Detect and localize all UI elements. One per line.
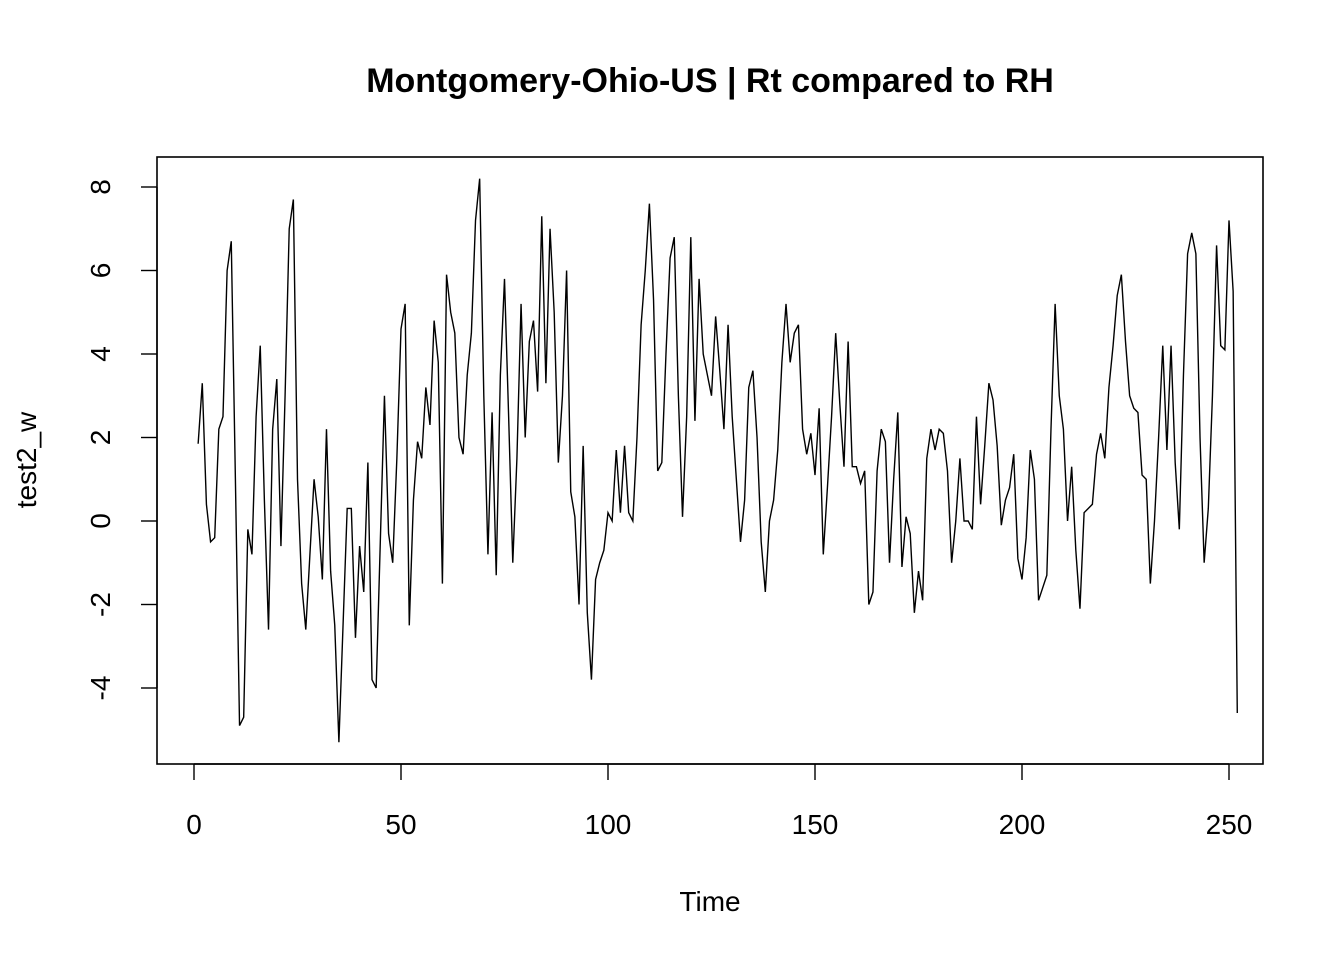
x-tick-label: 0 — [186, 809, 202, 840]
y-tick-label: 2 — [85, 430, 116, 446]
x-tick-label: 150 — [792, 809, 839, 840]
chart-title: Montgomery-Ohio-US | Rt compared to RH — [366, 62, 1054, 100]
y-tick-label: 6 — [85, 263, 116, 279]
x-tick-label: 50 — [385, 809, 416, 840]
y-tick-label: -4 — [85, 676, 116, 701]
y-tick-label: 8 — [85, 179, 116, 195]
plot-frame — [156, 156, 1264, 765]
series-line — [197, 178, 1238, 743]
y-axis-label: test2_w — [11, 411, 42, 508]
x-tick-label: 250 — [1206, 809, 1253, 840]
x-axis: 0 50 100 150 200 250 — [186, 763, 1253, 840]
y-axis: -4 -2 0 2 4 6 8 — [85, 179, 158, 701]
x-tick-label: 100 — [585, 809, 632, 840]
x-tick-label: 200 — [999, 809, 1046, 840]
y-tick-label: -2 — [85, 592, 116, 617]
y-tick-label: 0 — [85, 513, 116, 529]
y-tick-label: 4 — [85, 346, 116, 362]
x-axis-label: Time — [679, 886, 740, 917]
